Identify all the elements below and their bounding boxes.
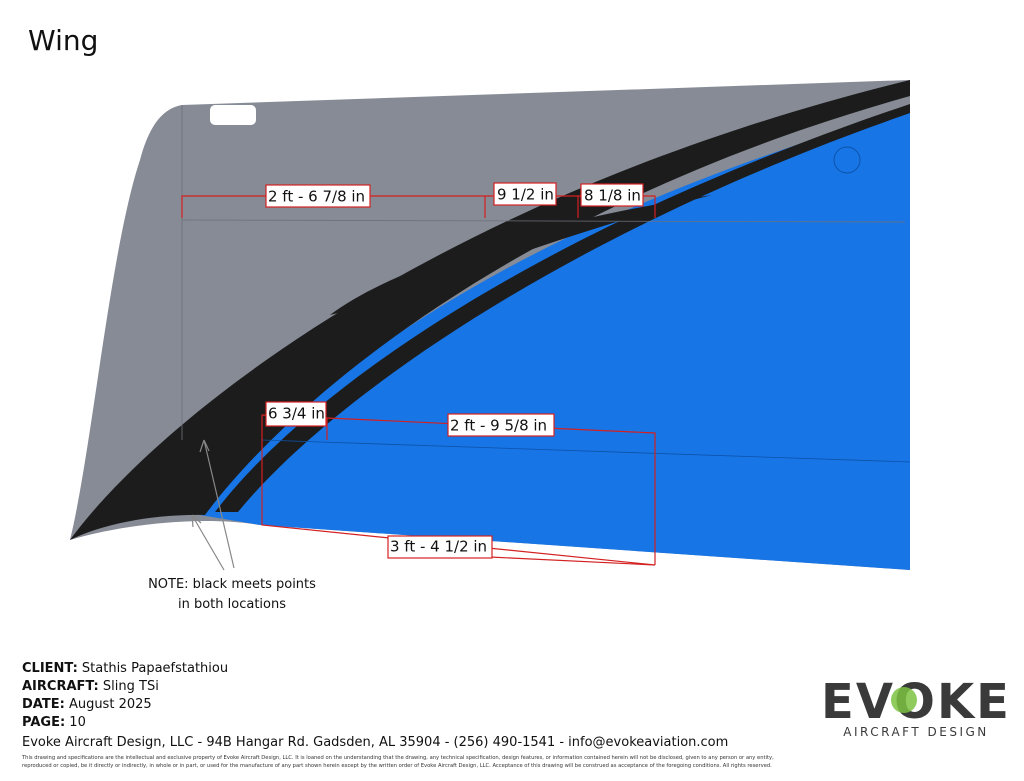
svg-text:PAGE: 10: PAGE: 10: [22, 715, 86, 730]
dimension-box: [387, 535, 493, 559]
dimension-label: 2 ft - 6 7/8 in: [268, 188, 365, 206]
dimension-label: 3 ft - 4 1/2 in: [390, 538, 487, 556]
wing-drawing: [70, 80, 911, 570]
page-title: Wing: [28, 24, 98, 57]
svg-text:AIRCRAFT: Sling TSi: AIRCRAFT: Sling TSi: [22, 679, 159, 694]
note-text: NOTE: black meets points: [148, 577, 316, 592]
dimension-label: 9 1/2 in: [497, 186, 554, 204]
disclaimer: This drawing and specifications are the …: [21, 755, 774, 761]
logo: EVOKE AIRCRAFT DESIGN: [821, 674, 1009, 739]
company-line: Evoke Aircraft Design, LLC - 94B Hangar …: [22, 735, 728, 750]
dimension-box: [447, 413, 555, 437]
svg-text:DATE: August 2025: DATE: August 2025: [22, 697, 152, 712]
dimension-box: [493, 182, 557, 206]
dimension-label: 6 3/4 in: [268, 405, 325, 423]
info-label: DATE:: [22, 697, 65, 712]
note-text: in both locations: [178, 597, 286, 612]
dimension-label: 8 1/8 in: [584, 187, 641, 205]
info-label: AIRCRAFT:: [22, 679, 99, 694]
info-value: Stathis Papaefstathiou: [82, 661, 228, 676]
info-value: 10: [69, 715, 86, 730]
svg-text:CLIENT: Stathis Papaefstathiou: CLIENT: Stathis Papaefstathiou: [22, 661, 228, 676]
logo-subtitle: AIRCRAFT DESIGN: [843, 725, 989, 739]
dimension-box: [265, 401, 327, 427]
info-value: Sling TSi: [103, 679, 159, 694]
info-label: CLIENT:: [22, 661, 78, 676]
dimension-box: [580, 183, 644, 207]
project-info: CLIENT: Stathis Papaefstathiou AIRCRAFT:…: [21, 661, 774, 769]
disclaimer: reproduced or copied, be it directly or …: [22, 763, 772, 769]
info-value: August 2025: [69, 697, 152, 712]
dimension-label: 2 ft - 9 5/8 in: [450, 417, 547, 435]
info-label: PAGE:: [22, 715, 65, 730]
note: NOTE: black meets points in both locatio…: [148, 439, 316, 612]
dimension-box: [265, 184, 371, 208]
dimensions: 2 ft - 6 7/8 in 9 1/2 in 8 1/8 in 6 3/4 …: [181, 182, 656, 566]
